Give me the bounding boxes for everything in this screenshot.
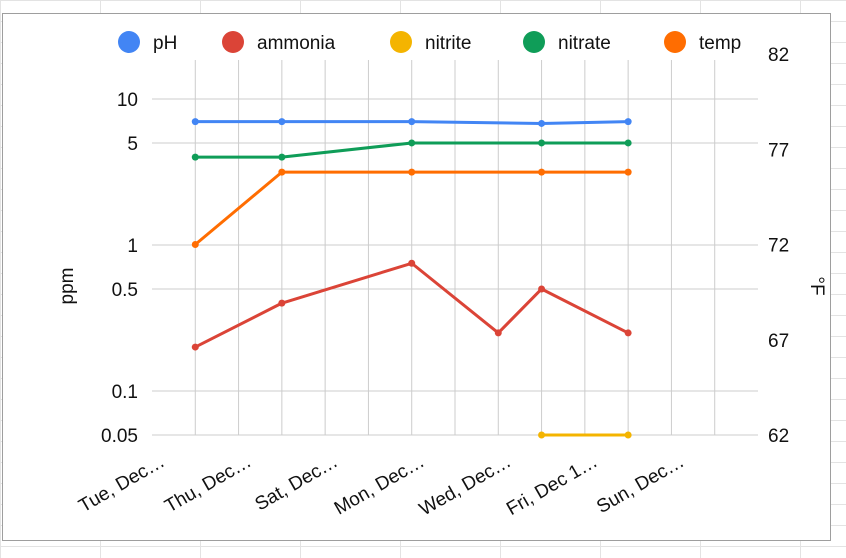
legend-label-pH: pH [153, 33, 177, 54]
data-point-ammonia [538, 285, 546, 293]
data-point-ammonia [494, 329, 502, 337]
left-axis-title: ppm [57, 268, 78, 305]
right-axis-title: °F [806, 276, 827, 295]
data-point-pH [624, 118, 632, 126]
data-point-pH [191, 118, 199, 126]
data-point-temp [408, 168, 416, 176]
legend-marker-temp [664, 31, 686, 53]
left-axis-ticks: 0.05 0.1 0.5 1 5 10 [101, 90, 138, 447]
left-tick-label: 10 [117, 90, 138, 111]
right-tick-label: 72 [768, 236, 789, 257]
data-point-ammonia [624, 329, 632, 337]
x-tick-label: Thu, Dec… [161, 451, 255, 517]
x-tick-label: Fri, Dec 1… [503, 451, 601, 520]
left-tick-label: 0.5 [112, 280, 138, 301]
right-tick-label: 67 [768, 331, 789, 352]
legend-label-temp: temp [699, 33, 741, 54]
data-point-pH [538, 119, 546, 127]
data-point-nitrate [408, 139, 416, 147]
left-tick-label: 5 [127, 134, 138, 155]
data-point-nitrite [538, 431, 546, 439]
right-tick-label: 62 [768, 426, 789, 447]
right-tick-label: 82 [768, 45, 789, 66]
data-point-nitrate [278, 153, 286, 161]
legend-marker-nitrate [523, 31, 545, 53]
data-point-pH [278, 118, 286, 126]
left-tick-label: 0.05 [101, 426, 138, 447]
x-tick-label: Wed, Dec… [416, 451, 515, 520]
x-tick-label: Sat, Dec… [252, 451, 342, 515]
right-tick-label: 77 [768, 140, 789, 161]
x-tick-label: Mon, Dec… [331, 451, 428, 519]
legend-marker-pH [118, 31, 140, 53]
right-axis-ticks: 62 67 72 77 82 [768, 45, 789, 447]
legend: pH ammonia nitrite nitrate temp [118, 31, 741, 54]
chart-frame: pH ammonia nitrite nitrate temp 0.05 0.1 0.5 1 5… [2, 13, 831, 541]
data-point-ammonia [408, 259, 416, 267]
data-point-ammonia [278, 299, 286, 307]
x-tick-label: Sun, Dec… [593, 451, 688, 518]
left-tick-label: 0.1 [112, 382, 138, 403]
x-tick-label: Tue, Dec… [75, 451, 168, 517]
data-point-pH [408, 118, 416, 126]
data-point-nitrate [624, 139, 632, 147]
data-point-temp [191, 241, 199, 248]
data-point-nitrate [191, 153, 199, 161]
data-point-temp [538, 168, 546, 176]
legend-marker-nitrite [390, 31, 412, 53]
legend-marker-ammonia [222, 31, 244, 53]
data-point-ammonia [191, 343, 199, 351]
x-axis-ticks: Tue, Dec…Thu, Dec…Sat, Dec…Mon, Dec…Wed,… [75, 451, 688, 520]
left-tick-label: 1 [127, 236, 138, 257]
gridlines [152, 60, 758, 436]
line-chart: pH ammonia nitrite nitrate temp 0.05 0.1 0.5 1 5… [57, 31, 827, 520]
legend-label-nitrate: nitrate [558, 33, 611, 54]
legend-label-ammonia: ammonia [257, 33, 336, 54]
series-line-ammonia [193, 261, 630, 349]
data-point-temp [624, 168, 632, 176]
data-points [191, 118, 632, 439]
legend-label-nitrite: nitrite [425, 33, 471, 54]
data-point-temp [278, 168, 286, 176]
data-point-nitrite [624, 431, 632, 439]
data-point-nitrate [538, 139, 546, 147]
